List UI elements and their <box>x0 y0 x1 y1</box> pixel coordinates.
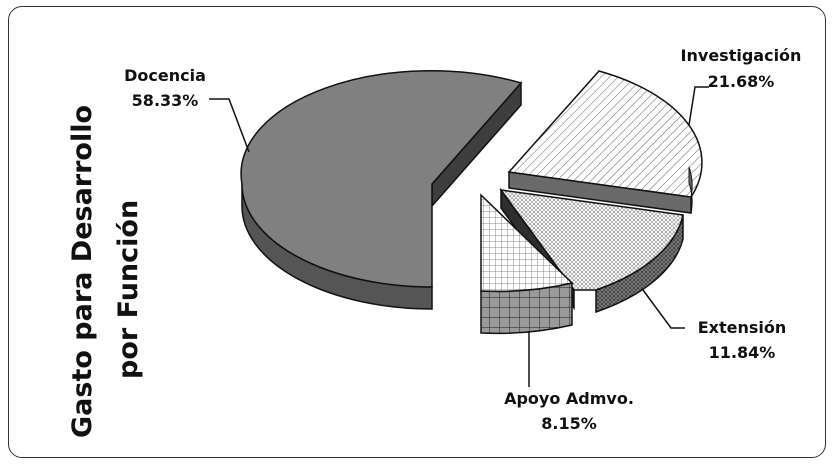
pie-slice-investigacion <box>507 70 703 214</box>
data-label-investigacion: Investigación <box>681 46 802 65</box>
leader-line-docencia <box>209 98 250 153</box>
pie-slice-apoyo-admvo-top <box>480 193 574 293</box>
data-label-apoyo-admvo-value: 8.15% <box>541 414 597 433</box>
pie-slice-docencia <box>240 69 523 310</box>
chart-frame: Gasto para Desarrollo por Función Docenc… <box>8 6 826 458</box>
data-label-extension: Extensión <box>698 318 787 337</box>
data-label-docencia-value: 58.33% <box>132 91 199 110</box>
pie-slice-extension-top <box>499 189 684 291</box>
data-label-extension-value: 11.84% <box>709 343 776 362</box>
leader-line-extension <box>642 289 685 329</box>
leader-line-investigacion <box>688 86 709 126</box>
pie-slice-investigacion-rim <box>688 166 693 214</box>
data-label-docencia: Docencia <box>124 66 206 85</box>
chart-title-line-2: por Función <box>113 200 144 379</box>
data-label-apoyo-admvo: Apoyo Admvo. <box>504 389 634 408</box>
pie-chart: Gasto para Desarrollo por Función Docenc… <box>67 46 802 438</box>
chart-title-line-1: Gasto para Desarrollo <box>67 105 98 438</box>
pie-slice-docencia-top <box>240 69 523 288</box>
pie-slice-apoyo-admvo <box>480 193 574 335</box>
data-label-investigacion-value: 21.68% <box>708 72 775 91</box>
chart-title: Gasto para Desarrollo por Función <box>67 105 144 438</box>
